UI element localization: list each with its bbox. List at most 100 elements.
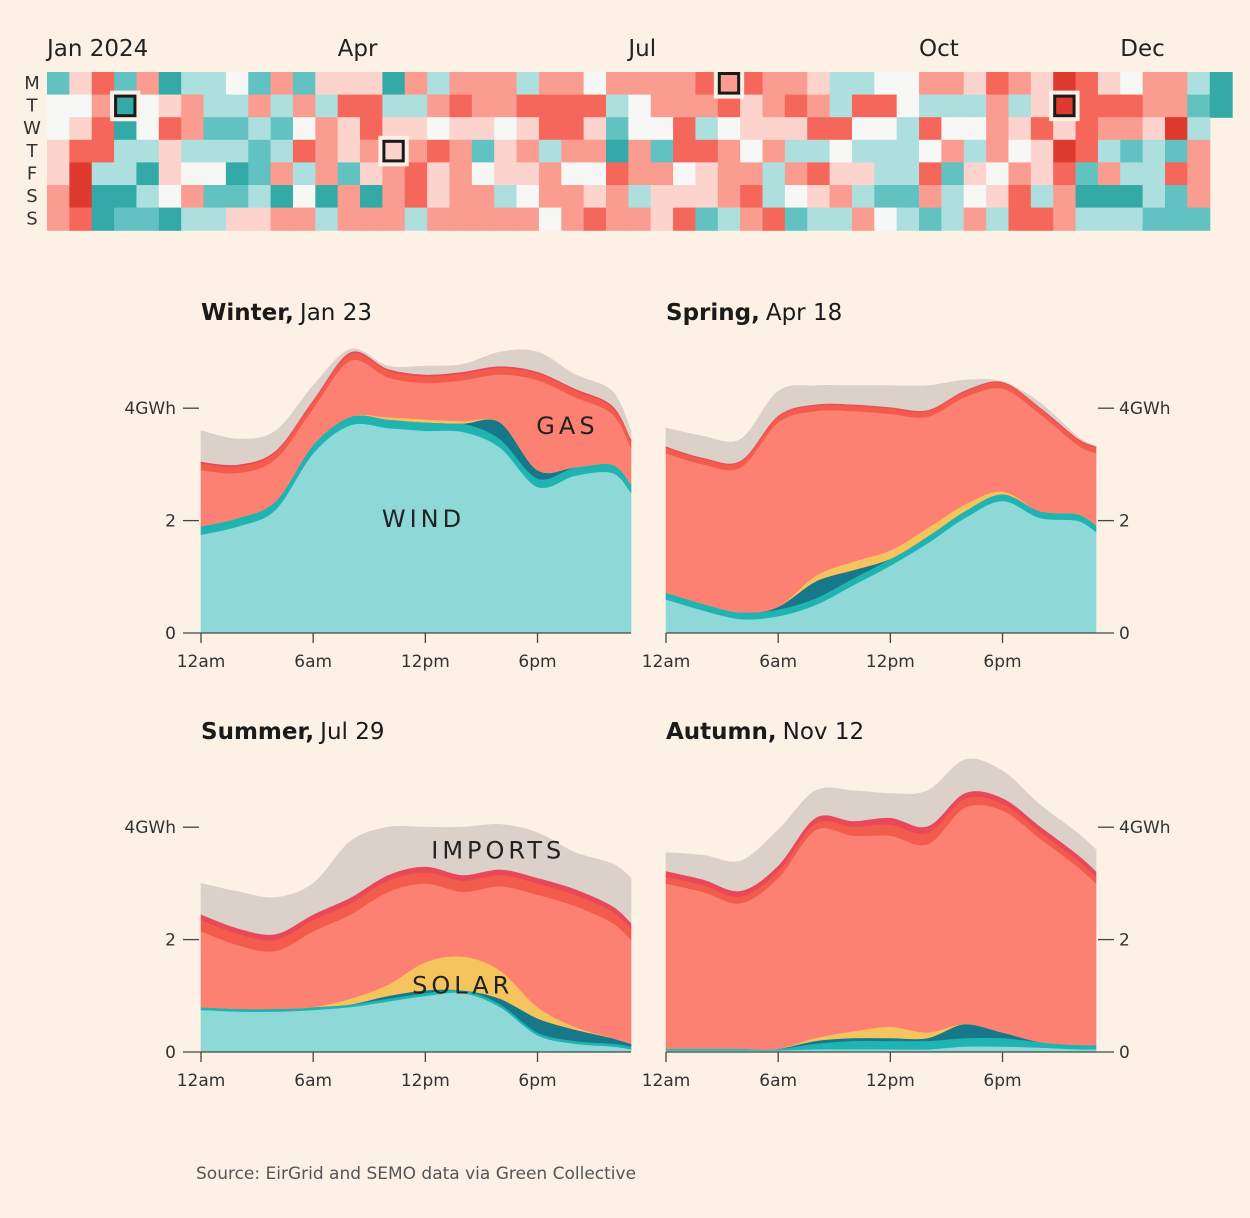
day-cell bbox=[695, 185, 719, 209]
day-cell bbox=[874, 185, 898, 209]
x-tick-label: 12am bbox=[642, 652, 691, 672]
day-cell bbox=[225, 207, 249, 231]
day-cell bbox=[225, 162, 249, 186]
day-cell bbox=[762, 207, 786, 231]
day-cell bbox=[919, 117, 942, 141]
day-cell bbox=[583, 207, 607, 231]
day-cell bbox=[650, 117, 674, 141]
day-cell bbox=[181, 94, 205, 118]
area-imports bbox=[665, 758, 1097, 892]
day-cell bbox=[628, 185, 652, 209]
day-cell bbox=[650, 207, 674, 231]
day-cell bbox=[1030, 139, 1054, 163]
day-cell bbox=[181, 139, 205, 163]
x-tick-label: 6pm bbox=[518, 652, 556, 672]
y-tick-label: 2 bbox=[165, 512, 176, 532]
day-cell bbox=[851, 207, 875, 231]
day-cell bbox=[1075, 139, 1099, 163]
day-cell bbox=[673, 72, 697, 96]
day-cell bbox=[158, 185, 182, 209]
day-cell bbox=[69, 94, 93, 118]
day-cell bbox=[69, 72, 93, 96]
day-cell bbox=[762, 72, 786, 96]
day-cell bbox=[941, 139, 965, 163]
day-cell bbox=[963, 94, 987, 118]
day-cell bbox=[740, 117, 764, 141]
day-cell bbox=[516, 185, 540, 209]
day-cell bbox=[583, 117, 607, 141]
day-cell bbox=[136, 185, 160, 209]
day-cell bbox=[360, 94, 383, 118]
day-cell bbox=[784, 185, 808, 209]
day-cell bbox=[114, 185, 138, 209]
day-cell bbox=[784, 94, 808, 118]
day-cell bbox=[650, 185, 674, 209]
day-cell bbox=[427, 162, 451, 186]
day-cell bbox=[292, 139, 316, 163]
day-cell bbox=[941, 162, 965, 186]
day-cell bbox=[1187, 139, 1211, 163]
day-cell bbox=[449, 117, 473, 141]
panel-title: Winter, Jan 23 bbox=[201, 300, 372, 326]
day-cell bbox=[986, 117, 1010, 141]
day-cell bbox=[695, 117, 719, 141]
day-cell bbox=[762, 117, 786, 141]
day-cell bbox=[494, 139, 518, 163]
day-cell bbox=[1097, 139, 1121, 163]
day-cell bbox=[896, 94, 920, 118]
weekday-label: S bbox=[26, 209, 37, 230]
day-cell bbox=[158, 207, 182, 231]
day-cell bbox=[292, 207, 316, 231]
month-label: Dec bbox=[1120, 36, 1165, 62]
day-cell bbox=[695, 139, 719, 163]
day-cell bbox=[986, 185, 1010, 209]
day-cell bbox=[829, 94, 853, 118]
day-cell bbox=[1187, 94, 1211, 118]
day-cell bbox=[851, 139, 875, 163]
day-cell bbox=[1030, 117, 1054, 141]
day-cell bbox=[1142, 94, 1166, 118]
day-cell bbox=[360, 72, 383, 96]
day-cell bbox=[449, 162, 473, 186]
day-cell bbox=[449, 72, 473, 96]
day-cell bbox=[561, 94, 585, 118]
series-label-gas: GAS bbox=[536, 412, 598, 440]
x-tick-label: 6pm bbox=[518, 1071, 556, 1091]
day-cell bbox=[986, 94, 1010, 118]
day-cell bbox=[963, 139, 987, 163]
day-cell bbox=[270, 162, 294, 186]
day-cell bbox=[292, 185, 316, 209]
day-cell bbox=[606, 72, 629, 96]
day-cell bbox=[248, 162, 272, 186]
day-cell bbox=[315, 117, 339, 141]
day-cell bbox=[1142, 162, 1166, 186]
day-cell bbox=[181, 72, 205, 96]
day-cell bbox=[807, 117, 831, 141]
day-cell bbox=[1165, 162, 1188, 186]
day-cell bbox=[270, 94, 294, 118]
day-cell bbox=[919, 139, 942, 163]
day-cell bbox=[248, 117, 272, 141]
day-cell bbox=[136, 162, 160, 186]
day-cell bbox=[1165, 72, 1188, 96]
day-cell bbox=[1097, 72, 1121, 96]
series-label-solar: SOLAR bbox=[412, 972, 513, 1000]
day-cell bbox=[292, 117, 316, 141]
day-cell bbox=[203, 185, 227, 209]
day-cell bbox=[1165, 139, 1188, 163]
day-cell bbox=[628, 207, 652, 231]
day-cell bbox=[1030, 162, 1054, 186]
day-cell bbox=[404, 162, 428, 186]
day-cell bbox=[538, 139, 562, 163]
panel-apr-18: Spring, Apr 18 0 2 4GWh 12am 6am 12pm 6pm bbox=[642, 300, 1171, 672]
weekday-label: T bbox=[26, 141, 39, 162]
y-tick-label: 4GWh bbox=[1119, 818, 1171, 838]
day-cell bbox=[404, 139, 428, 163]
day-cell bbox=[248, 139, 272, 163]
day-cell bbox=[471, 94, 495, 118]
day-cell bbox=[404, 72, 428, 96]
day-cell bbox=[807, 94, 831, 118]
day-cell bbox=[248, 94, 272, 118]
day-cell bbox=[158, 139, 182, 163]
day-cell bbox=[784, 72, 808, 96]
